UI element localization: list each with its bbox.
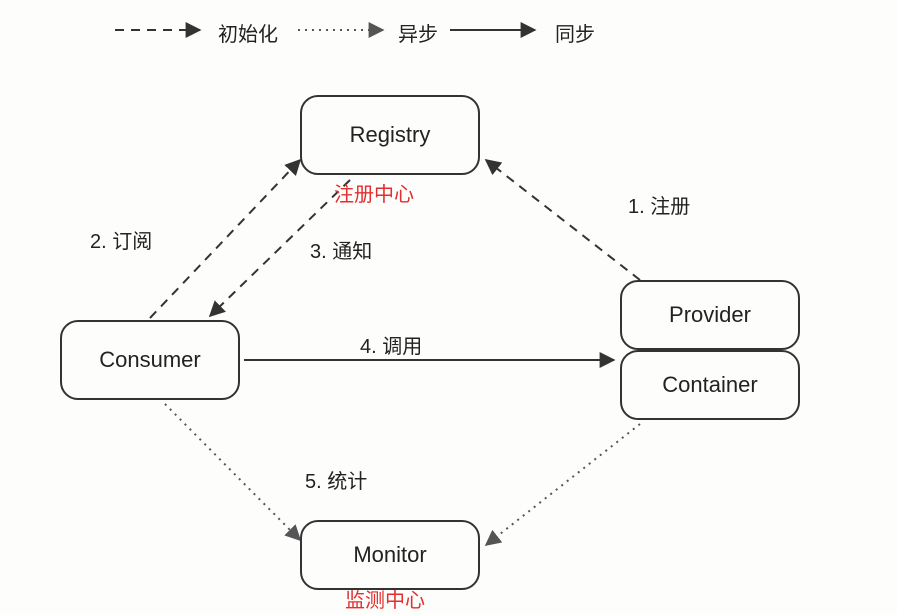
edge-stat-container [486,424,640,545]
edge-subscribe [150,160,300,318]
node-consumer: Consumer [60,320,240,400]
node-provider: Provider [620,280,800,350]
edge-label-invoke: 4. 调用 [360,330,422,359]
node-monitor: Monitor [300,520,480,590]
legend-label-sync: 同步 [555,18,595,47]
node-monitor-sublabel: 监测中心 [345,584,425,613]
edge-stat-consumer [165,404,300,540]
node-registry: Registry [300,95,480,175]
node-provider-label: Provider [669,302,751,328]
architecture-diagram: 初始化 异步 同步 Registry 注册中心 Consumer Provide… [0,0,897,615]
edge-label-stat: 5. 统计 [305,465,367,494]
edge-register [486,160,640,280]
edge-label-notify: 3. 通知 [310,235,372,264]
legend-label-init: 初始化 [218,18,278,47]
node-container: Container [620,350,800,420]
node-monitor-label: Monitor [353,542,426,568]
edge-label-register: 1. 注册 [628,190,690,219]
node-registry-label: Registry [350,122,431,148]
node-consumer-label: Consumer [99,347,200,373]
node-registry-sublabel: 注册中心 [334,178,414,207]
legend-label-async: 异步 [398,18,438,47]
edge-label-subscribe: 2. 订阅 [90,225,152,254]
node-container-label: Container [662,372,757,398]
